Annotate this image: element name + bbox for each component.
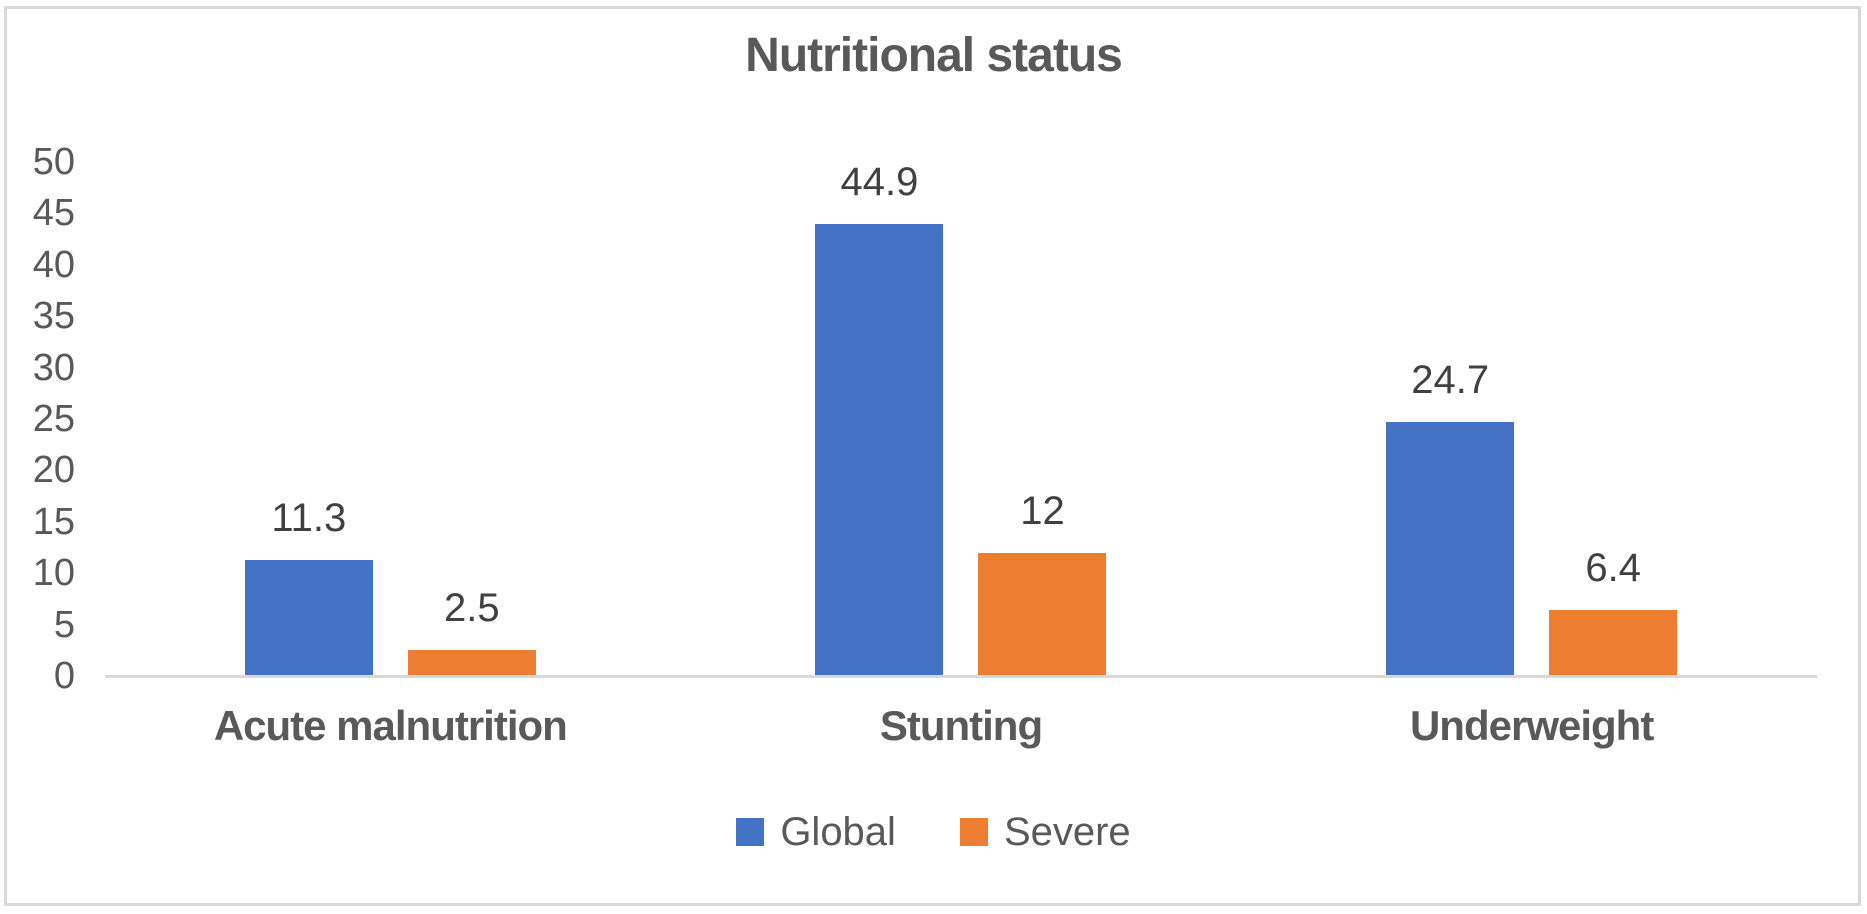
y-tick-label: 50 [32, 141, 75, 183]
bar-column-severe: 2.5 [407, 162, 536, 676]
bar-value-label: 12 [1020, 488, 1065, 533]
y-tick-label: 5 [53, 603, 75, 646]
legend-swatch-global [736, 818, 765, 846]
y-tick-label: 35 [32, 295, 75, 338]
bar-column-global: 24.7 [1386, 162, 1515, 676]
bar-group-stunting: 44.9 12 [676, 162, 1247, 676]
legend-item-severe: Severe [959, 810, 1131, 854]
y-tick-label: 20 [32, 449, 75, 492]
bar-column-severe: 6.4 [1549, 162, 1678, 676]
y-tick-label: 40 [32, 243, 75, 286]
y-tick-label: 30 [32, 346, 75, 389]
bar-group-underweight: 24.7 6.4 [1246, 162, 1817, 676]
y-tick-label: 15 [32, 500, 75, 543]
legend-label: Global [780, 810, 896, 854]
bar-global-acute-malnutrition [244, 559, 373, 676]
legend-swatch-severe [959, 818, 988, 846]
category-label-acute-malnutrition: Acute malnutrition [213, 702, 568, 749]
y-tick-label: 25 [32, 398, 75, 440]
bar-value-label: 11.3 [271, 495, 347, 540]
chart-title: Nutritional status [745, 29, 1123, 82]
legend: Global Severe [0, 812, 1867, 852]
bar-column-global: 44.9 [815, 160, 944, 676]
category-label-stunting: Stunting [879, 702, 1043, 749]
bar-group-acute-malnutrition: 11.3 2.5 [105, 162, 676, 676]
y-tick-label: 45 [32, 192, 75, 235]
category-axis-labels: Acute malnutrition Stunting Underweight [105, 702, 1817, 750]
x-axis-line [105, 675, 1817, 678]
bar-column-global: 11.3 [244, 162, 373, 676]
bar-value-label: 2.5 [444, 586, 500, 631]
bar-severe-acute-malnutrition [407, 650, 536, 676]
y-tick-label: 0 [53, 655, 75, 697]
bar-value-label: 24.7 [1411, 358, 1490, 403]
bar-value-label: 44.9 [840, 160, 919, 204]
bar-column-severe: 12 [978, 162, 1107, 676]
bar-value-label: 6.4 [1585, 546, 1641, 591]
y-tick-label: 10 [32, 552, 75, 595]
legend-label: Severe [1003, 810, 1131, 854]
bar-global-stunting [815, 224, 944, 676]
bar-global-underweight [1386, 422, 1515, 676]
bar-severe-stunting [978, 552, 1107, 676]
legend-item-global: Global [736, 812, 896, 852]
bar-severe-underweight [1549, 610, 1678, 676]
plot-area: 0 5 10 15 20 25 30 35 40 45 50 11.3 2.5 44.9 12 24.7 6.… [33, 143, 1817, 749]
category-label-underweight: Underweight [1409, 702, 1654, 749]
